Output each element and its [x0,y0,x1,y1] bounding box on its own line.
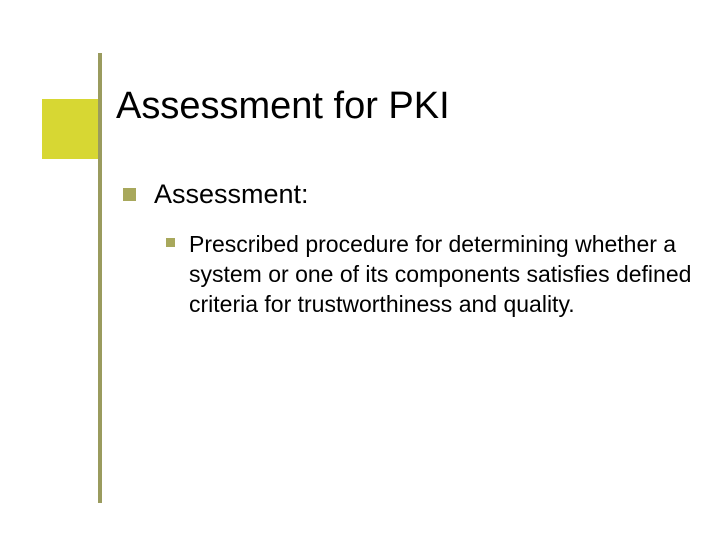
vertical-rule [98,53,102,503]
square-bullet-icon [123,188,136,201]
level1-text: Assessment: [154,179,309,210]
square-bullet-icon [166,238,175,247]
level2-text: Prescribed procedure for determining whe… [189,229,707,319]
slide-title: Assessment for PKI [116,85,450,128]
title-accent-box [42,99,102,159]
bullet-level1: Assessment: [123,179,309,210]
bullet-level2: Prescribed procedure for determining whe… [166,229,707,319]
